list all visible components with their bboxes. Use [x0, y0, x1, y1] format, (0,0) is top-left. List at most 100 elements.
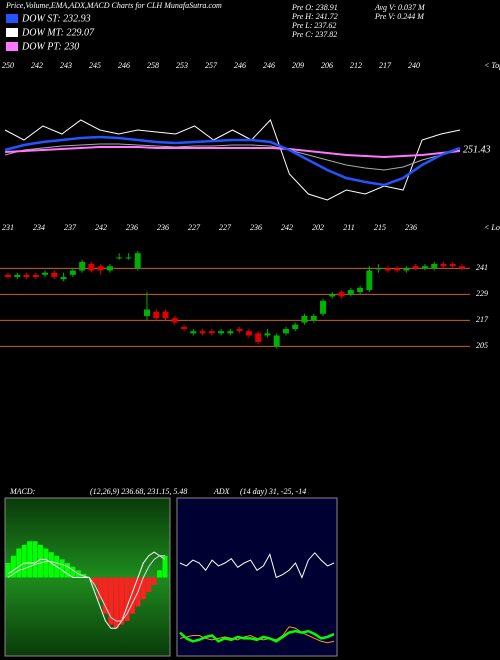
- candle-body: [264, 333, 271, 336]
- page-title: Price,Volume,EMA,ADX,MACD Charts for CLH…: [5, 1, 222, 10]
- candle-body: [301, 316, 308, 323]
- line: [7, 551, 166, 629]
- top-label: 258: [147, 61, 159, 70]
- line: [4, 143, 461, 171]
- stat: Pre L: 237.62: [291, 21, 336, 30]
- low-label: 211: [343, 223, 354, 232]
- y-tick-label: 241: [476, 263, 488, 272]
- line: [4, 146, 461, 159]
- lows-label: < Lows: [484, 223, 500, 232]
- candle-body: [273, 335, 280, 347]
- candle-body: [320, 300, 327, 314]
- adx-params: (14 day) 31, -25, -14: [240, 487, 306, 496]
- line: [4, 135, 461, 187]
- candle-body: [310, 316, 317, 321]
- line: [179, 626, 335, 644]
- top-label: 245: [89, 61, 101, 70]
- stat: Pre V: 0.244 M: [374, 12, 425, 21]
- histogram-bar: [65, 563, 71, 578]
- candle-body: [449, 264, 456, 267]
- y-tick-label: 229: [476, 289, 488, 298]
- histogram-bar: [43, 548, 49, 578]
- legend-label: DOW ST: 232.93: [21, 13, 91, 24]
- histogram-bar: [108, 577, 114, 625]
- low-label: 242: [95, 223, 107, 232]
- tops-label: < Tops: [484, 61, 500, 70]
- candle-body: [384, 268, 391, 271]
- candle-body: [143, 309, 150, 316]
- candle-body: [245, 331, 252, 336]
- candle-body: [116, 257, 123, 259]
- histogram-bar: [32, 541, 38, 578]
- top-label: 209: [292, 61, 304, 70]
- histogram-bar: [5, 563, 11, 578]
- candle-body: [79, 261, 86, 271]
- low-label: 236: [405, 223, 417, 232]
- y-tick-label: 217: [476, 315, 489, 324]
- histogram-bar: [70, 566, 76, 578]
- top-label: 240: [408, 61, 420, 70]
- candle-body: [292, 324, 299, 329]
- top-label: 243: [60, 61, 72, 70]
- candle-body: [106, 266, 113, 271]
- histogram-bar: [37, 544, 43, 578]
- histogram-bar: [146, 577, 152, 592]
- low-label: 227: [188, 223, 201, 232]
- top-label: 253: [176, 61, 188, 70]
- y-tick-label: 205: [476, 341, 488, 350]
- histogram-bar: [157, 570, 163, 578]
- top-label: 246: [118, 61, 130, 70]
- candle-body: [162, 311, 169, 319]
- candle-body: [394, 268, 401, 271]
- histogram-bar: [97, 577, 103, 600]
- histogram-bar: [130, 577, 136, 614]
- candle-body: [171, 318, 178, 323]
- candle-body: [97, 266, 104, 271]
- low-label: 234: [33, 223, 45, 232]
- top-label: 217: [379, 61, 392, 70]
- top-label: 206: [321, 61, 333, 70]
- histogram-bar: [16, 548, 22, 578]
- low-label: 242: [281, 223, 293, 232]
- low-label: 236: [126, 223, 138, 232]
- adx-panel: [176, 497, 338, 657]
- macd-label: MACD:: [9, 487, 36, 496]
- top-label: 250: [2, 61, 14, 70]
- line: [179, 552, 335, 579]
- stat: Avg V: 0.037 M: [374, 3, 426, 12]
- histogram-bar: [140, 577, 146, 600]
- histogram-bar: [124, 577, 130, 621]
- legend-swatch: [6, 28, 18, 37]
- candle-body: [421, 266, 428, 269]
- candle-body: [199, 331, 206, 334]
- candle-body: [375, 268, 382, 270]
- top-label: 257: [205, 61, 218, 70]
- candle-body: [236, 329, 243, 332]
- candle-body: [208, 331, 215, 334]
- candle-body: [255, 333, 262, 342]
- macd-params: (12,26,9) 236.68, 231.15, 5.48: [90, 487, 187, 496]
- candle-body: [32, 274, 39, 277]
- low-label: 202: [312, 223, 324, 232]
- candle-body: [347, 290, 354, 295]
- candle-body: [431, 264, 438, 269]
- top-label: 242: [31, 61, 43, 70]
- value-label: 251.43: [463, 144, 491, 155]
- histogram-bar: [162, 555, 168, 578]
- candle-body: [282, 329, 289, 334]
- top-label: 246: [263, 61, 275, 70]
- candle-body: [218, 331, 225, 334]
- legend-label: DOW PT: 230: [21, 41, 79, 52]
- low-label: 236: [250, 223, 262, 232]
- candle-body: [190, 331, 197, 334]
- legend-swatch: [6, 14, 18, 23]
- low-label: 237: [64, 223, 77, 232]
- line: [179, 629, 335, 643]
- candle-body: [412, 266, 419, 269]
- low-label: 231: [2, 223, 14, 232]
- stat: Pre C: 237.82: [291, 30, 337, 39]
- histogram-bar: [10, 555, 16, 578]
- candle-body: [338, 292, 345, 297]
- stat: Pre H: 241.72: [291, 12, 338, 21]
